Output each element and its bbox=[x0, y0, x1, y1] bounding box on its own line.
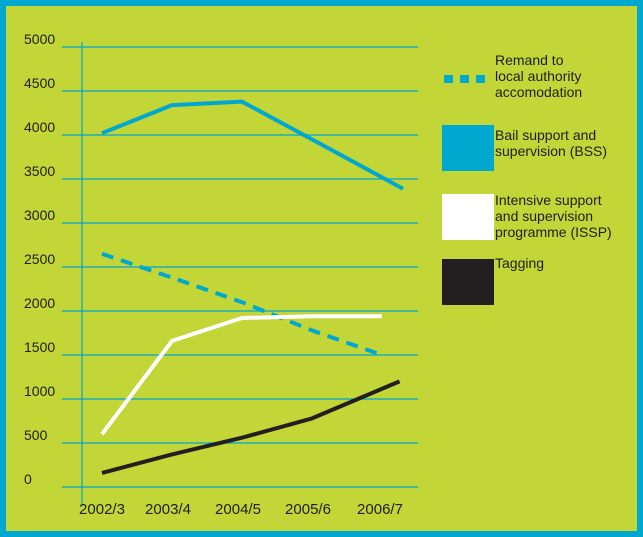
x-tick-label-2002-3: 2002/3 bbox=[79, 501, 125, 518]
y-tick-label-0: 0 bbox=[24, 471, 32, 487]
x-tick-label-2004-5: 2004/5 bbox=[215, 501, 261, 518]
line-chart: 0 500 1000 1500 2000 2500 3000 3500 4000 4500 5000… bbox=[24, 31, 418, 518]
legend-swatch-tagging bbox=[442, 259, 494, 305]
y-tick-label-3000: 3000 bbox=[24, 207, 55, 223]
x-tick-label-2003-4: 2003/4 bbox=[145, 501, 191, 518]
series-line-remand bbox=[101, 251, 383, 357]
legend-label-issp: Intensive support and supervision progra… bbox=[495, 192, 612, 240]
series-line-tagging bbox=[101, 379, 401, 475]
legend-swatch-remand bbox=[442, 56, 494, 102]
legend-dash-glyph bbox=[444, 75, 492, 83]
y-tick-label-2500: 2500 bbox=[24, 251, 55, 267]
y-tick-label-1500: 1500 bbox=[24, 339, 55, 355]
y-tick-label-5000: 5000 bbox=[24, 31, 55, 47]
legend-swatch-bss bbox=[442, 125, 494, 171]
chart-frame: 0 500 1000 1500 2000 2500 3000 3500 4000 4500 5000… bbox=[6, 6, 637, 531]
series-line-bss bbox=[101, 99, 404, 191]
legend-label-bss: Bail support and supervision (BSS) bbox=[495, 127, 608, 159]
legend-label-remand: Remand to local authority accomodation bbox=[495, 52, 583, 100]
y-tick-label-3500: 3500 bbox=[24, 163, 55, 179]
y-tick-label-500: 500 bbox=[24, 427, 48, 443]
legend-swatch-issp bbox=[442, 194, 494, 240]
y-tick-label-4500: 4500 bbox=[24, 75, 55, 91]
y-tick-label-1000: 1000 bbox=[24, 383, 55, 399]
x-tick-label-2005-6: 2005/6 bbox=[285, 501, 331, 518]
series-line-issp bbox=[100, 314, 382, 436]
legend-label-tagging: Tagging bbox=[495, 255, 545, 271]
y-tick-label-2000: 2000 bbox=[24, 295, 55, 311]
y-tick-label-4000: 4000 bbox=[24, 119, 55, 135]
x-tick-label-2006-7: 2006/7 bbox=[357, 501, 403, 518]
